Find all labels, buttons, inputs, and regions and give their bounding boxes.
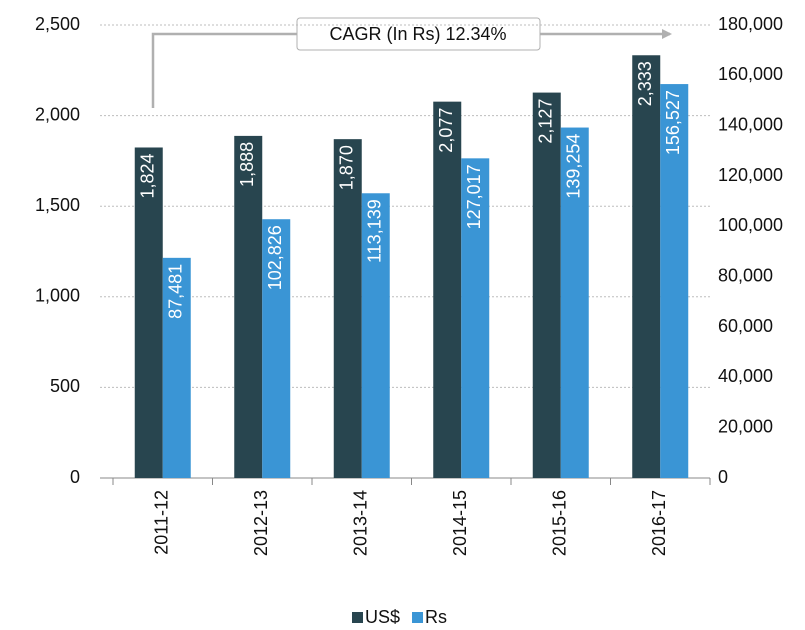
bar bbox=[134, 147, 163, 478]
bar bbox=[162, 257, 191, 478]
bar-value-label: 113,139 bbox=[365, 199, 385, 263]
y2-tick-label: 60,000 bbox=[718, 316, 773, 336]
bar bbox=[532, 92, 561, 479]
y-tick-label: 2,500 bbox=[35, 14, 80, 34]
y2-tick-label: 140,000 bbox=[718, 114, 783, 134]
bar-value-label: 1,824 bbox=[138, 153, 158, 198]
bar bbox=[560, 127, 589, 478]
y2-tick-label: 100,000 bbox=[718, 215, 783, 235]
bar bbox=[361, 193, 390, 478]
y-tick-label: 500 bbox=[50, 376, 80, 396]
y2-tick-label: 80,000 bbox=[718, 265, 773, 285]
cagr-label: CAGR (In Rs) 12.34% bbox=[329, 24, 506, 44]
x-tick-label: 2013-14 bbox=[351, 490, 371, 556]
bar-value-label: 156,527 bbox=[663, 90, 683, 155]
x-tick-label: 2016-17 bbox=[649, 490, 669, 556]
bar-value-label: 1,888 bbox=[237, 142, 257, 187]
cagr-box bbox=[296, 17, 541, 51]
bar bbox=[333, 139, 362, 478]
y-tick-label: 2,000 bbox=[35, 104, 80, 124]
bar-value-label: 139,254 bbox=[564, 134, 584, 199]
y2-tick-label: 20,000 bbox=[718, 416, 773, 436]
bar-value-label: 127,017 bbox=[464, 164, 484, 229]
bar-value-label: 87,481 bbox=[166, 264, 186, 319]
x-tick-label: 2012-13 bbox=[251, 490, 271, 556]
x-tick-label: 2011-12 bbox=[152, 490, 172, 555]
legend-swatch bbox=[412, 612, 424, 623]
x-tick-label: 2015-16 bbox=[550, 490, 570, 556]
y2-tick-label: 120,000 bbox=[718, 165, 783, 185]
bar-value-label: 2,333 bbox=[635, 61, 655, 106]
legend-label: US$ bbox=[365, 607, 400, 627]
legend-label: Rs bbox=[425, 607, 447, 627]
bar bbox=[660, 84, 689, 478]
bar-value-label: 1,870 bbox=[337, 145, 357, 190]
bar bbox=[262, 219, 291, 478]
y2-tick-label: 160,000 bbox=[718, 64, 783, 84]
y-tick-label: 1,000 bbox=[35, 286, 80, 306]
bar bbox=[632, 55, 661, 478]
bar-value-label: 2,127 bbox=[536, 99, 556, 144]
y2-tick-label: 40,000 bbox=[718, 366, 773, 386]
bar bbox=[461, 158, 490, 478]
y-tick-label: 0 bbox=[70, 467, 80, 487]
y-tick-label: 1,500 bbox=[35, 195, 80, 215]
legend-swatch bbox=[352, 612, 363, 623]
bar-value-label: 102,826 bbox=[265, 225, 285, 290]
x-tick-label: 2014-15 bbox=[450, 490, 470, 556]
bar-value-label: 2,077 bbox=[436, 108, 456, 153]
y2-tick-label: 180,000 bbox=[718, 14, 783, 34]
bar bbox=[433, 101, 462, 479]
y2-tick-label: 0 bbox=[718, 467, 728, 487]
cagr-line bbox=[151, 32, 297, 108]
bar bbox=[234, 135, 263, 478]
